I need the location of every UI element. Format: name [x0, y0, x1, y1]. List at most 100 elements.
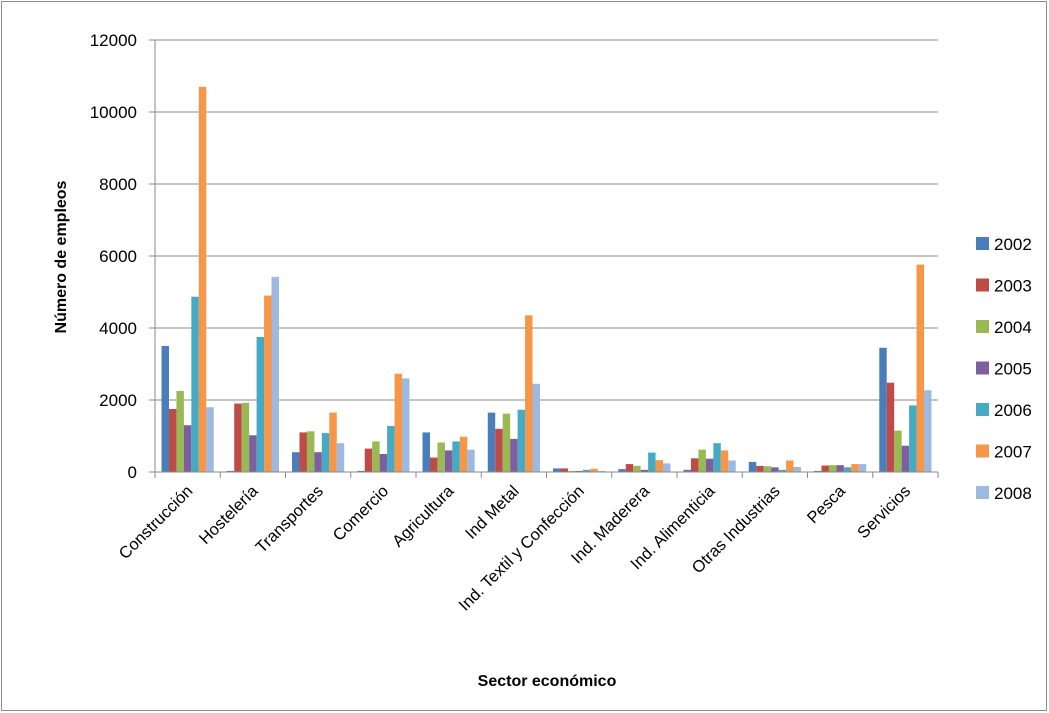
- legend-swatch-2007: [976, 444, 989, 458]
- bar-2002-6: [553, 468, 561, 472]
- legend-label-2005: 2005: [994, 360, 1032, 379]
- bar-2006-6: [582, 469, 591, 472]
- bar-2005-10: [836, 465, 844, 472]
- bar-2006-3: [387, 425, 395, 472]
- bar-2005-1: [249, 435, 257, 472]
- bar-2004-4: [437, 442, 445, 472]
- bar-2002-1: [226, 470, 235, 472]
- bar-2003-5: [495, 428, 503, 472]
- legend-label-2002: 2002: [994, 235, 1032, 254]
- bar-2002-10: [814, 470, 822, 472]
- bar-2005-4: [444, 450, 453, 472]
- legend-swatch-2008: [976, 486, 989, 499]
- category-label: Agricultura: [389, 482, 458, 551]
- bar-2003-2: [299, 432, 307, 472]
- bar-2003-8: [690, 458, 699, 472]
- bar-2008-6: [597, 470, 606, 472]
- bar-2006-0: [191, 296, 199, 472]
- bar-2003-6: [560, 468, 568, 472]
- bar-2003-7: [625, 464, 634, 472]
- bar-2008-11: [924, 390, 932, 472]
- category-label: Ind. Textil y Confección: [455, 482, 587, 614]
- bar-2004-10: [828, 465, 837, 472]
- bar-2006-5: [517, 409, 526, 472]
- bar-2003-1: [234, 403, 242, 472]
- y-tick-label: 8000: [99, 175, 137, 194]
- bar-2006-10: [843, 467, 852, 472]
- y-axis-title: Número de empleos: [53, 180, 70, 333]
- bar-2006-9: [778, 469, 787, 472]
- legend-swatch-2003: [976, 278, 989, 292]
- bar-2007-9: [786, 460, 794, 472]
- bar-2002-4: [422, 432, 430, 472]
- bar-2004-8: [698, 449, 706, 472]
- category-label: Transportes: [252, 482, 327, 557]
- legend-label-2007: 2007: [994, 443, 1032, 462]
- legend-swatch-2002: [976, 237, 989, 250]
- bar-2005-2: [314, 452, 322, 472]
- bar-2002-9: [748, 461, 757, 472]
- category-label: Ind Metal: [462, 482, 523, 543]
- bar-2005-0: [183, 425, 192, 472]
- x-axis-title: Sector económico: [478, 673, 617, 690]
- bar-2007-4: [459, 436, 468, 472]
- bar-2008-7: [663, 463, 671, 472]
- bar-2006-7: [648, 452, 656, 472]
- bar-2002-11: [879, 347, 887, 472]
- bar-2005-5: [510, 438, 518, 472]
- legend-swatch-2006: [976, 403, 989, 416]
- bar-2003-4: [429, 457, 438, 472]
- bar-2007-11: [916, 264, 925, 472]
- legend-swatch-2005: [976, 361, 989, 375]
- bar-2008-8: [728, 460, 736, 472]
- category-label: Servicios: [854, 482, 914, 542]
- bar-2007-5: [525, 315, 533, 472]
- axis-layer: 0 2000 4000 6000 8000 10000 12000: [90, 31, 939, 482]
- legend-label-2003: 2003: [994, 277, 1032, 296]
- bar-2004-9: [763, 466, 772, 472]
- category-label: Construcción: [116, 482, 197, 563]
- bar-2007-10: [851, 464, 859, 472]
- category-label: Hostelería: [196, 482, 262, 548]
- bar-2008-3: [402, 378, 410, 472]
- bar-2007-1: [264, 295, 272, 472]
- bar-2004-11: [894, 430, 902, 472]
- bar-2004-7: [633, 465, 641, 472]
- bar-2008-2: [336, 443, 345, 472]
- bar-2003-3: [364, 448, 373, 472]
- bar-2007-7: [655, 460, 664, 472]
- bar-2006-2: [321, 433, 330, 472]
- y-tick-label: 0: [128, 463, 137, 482]
- legend-label-2006: 2006: [994, 401, 1032, 420]
- bar-2003-9: [756, 465, 764, 472]
- bar-2005-8: [705, 458, 714, 472]
- bar-2008-9: [793, 466, 801, 472]
- bar-2005-7: [640, 469, 649, 472]
- y-tick-label: 10000: [90, 103, 137, 122]
- bar-2007-3: [394, 373, 403, 472]
- y-tick-label: 6000: [99, 247, 137, 266]
- bar-2002-8: [683, 469, 691, 472]
- bar-2004-2: [306, 431, 315, 472]
- legend-label-2008: 2008: [994, 484, 1032, 503]
- y-tick-label: 12000: [90, 31, 137, 50]
- legend-swatch-2004: [976, 320, 989, 333]
- bar-2004-3: [372, 441, 380, 472]
- bar-2007-2: [329, 412, 337, 472]
- bar-2003-11: [886, 382, 895, 472]
- bar-2008-1: [271, 276, 279, 472]
- bar-2008-10: [858, 464, 867, 472]
- bar-2006-8: [713, 443, 721, 472]
- bar-2004-0: [176, 391, 184, 472]
- bar-2005-11: [901, 445, 910, 472]
- bars-layer: [161, 86, 932, 473]
- bar-2005-6: [575, 470, 583, 472]
- category-label: Comercio: [330, 482, 393, 545]
- legend: 2002 2003 2004 2005 2006 2007 2008: [976, 235, 1032, 503]
- bar-2006-1: [256, 337, 265, 472]
- bar-2004-5: [502, 413, 511, 472]
- bar-2004-1: [241, 402, 250, 472]
- bar-2007-8: [720, 450, 729, 472]
